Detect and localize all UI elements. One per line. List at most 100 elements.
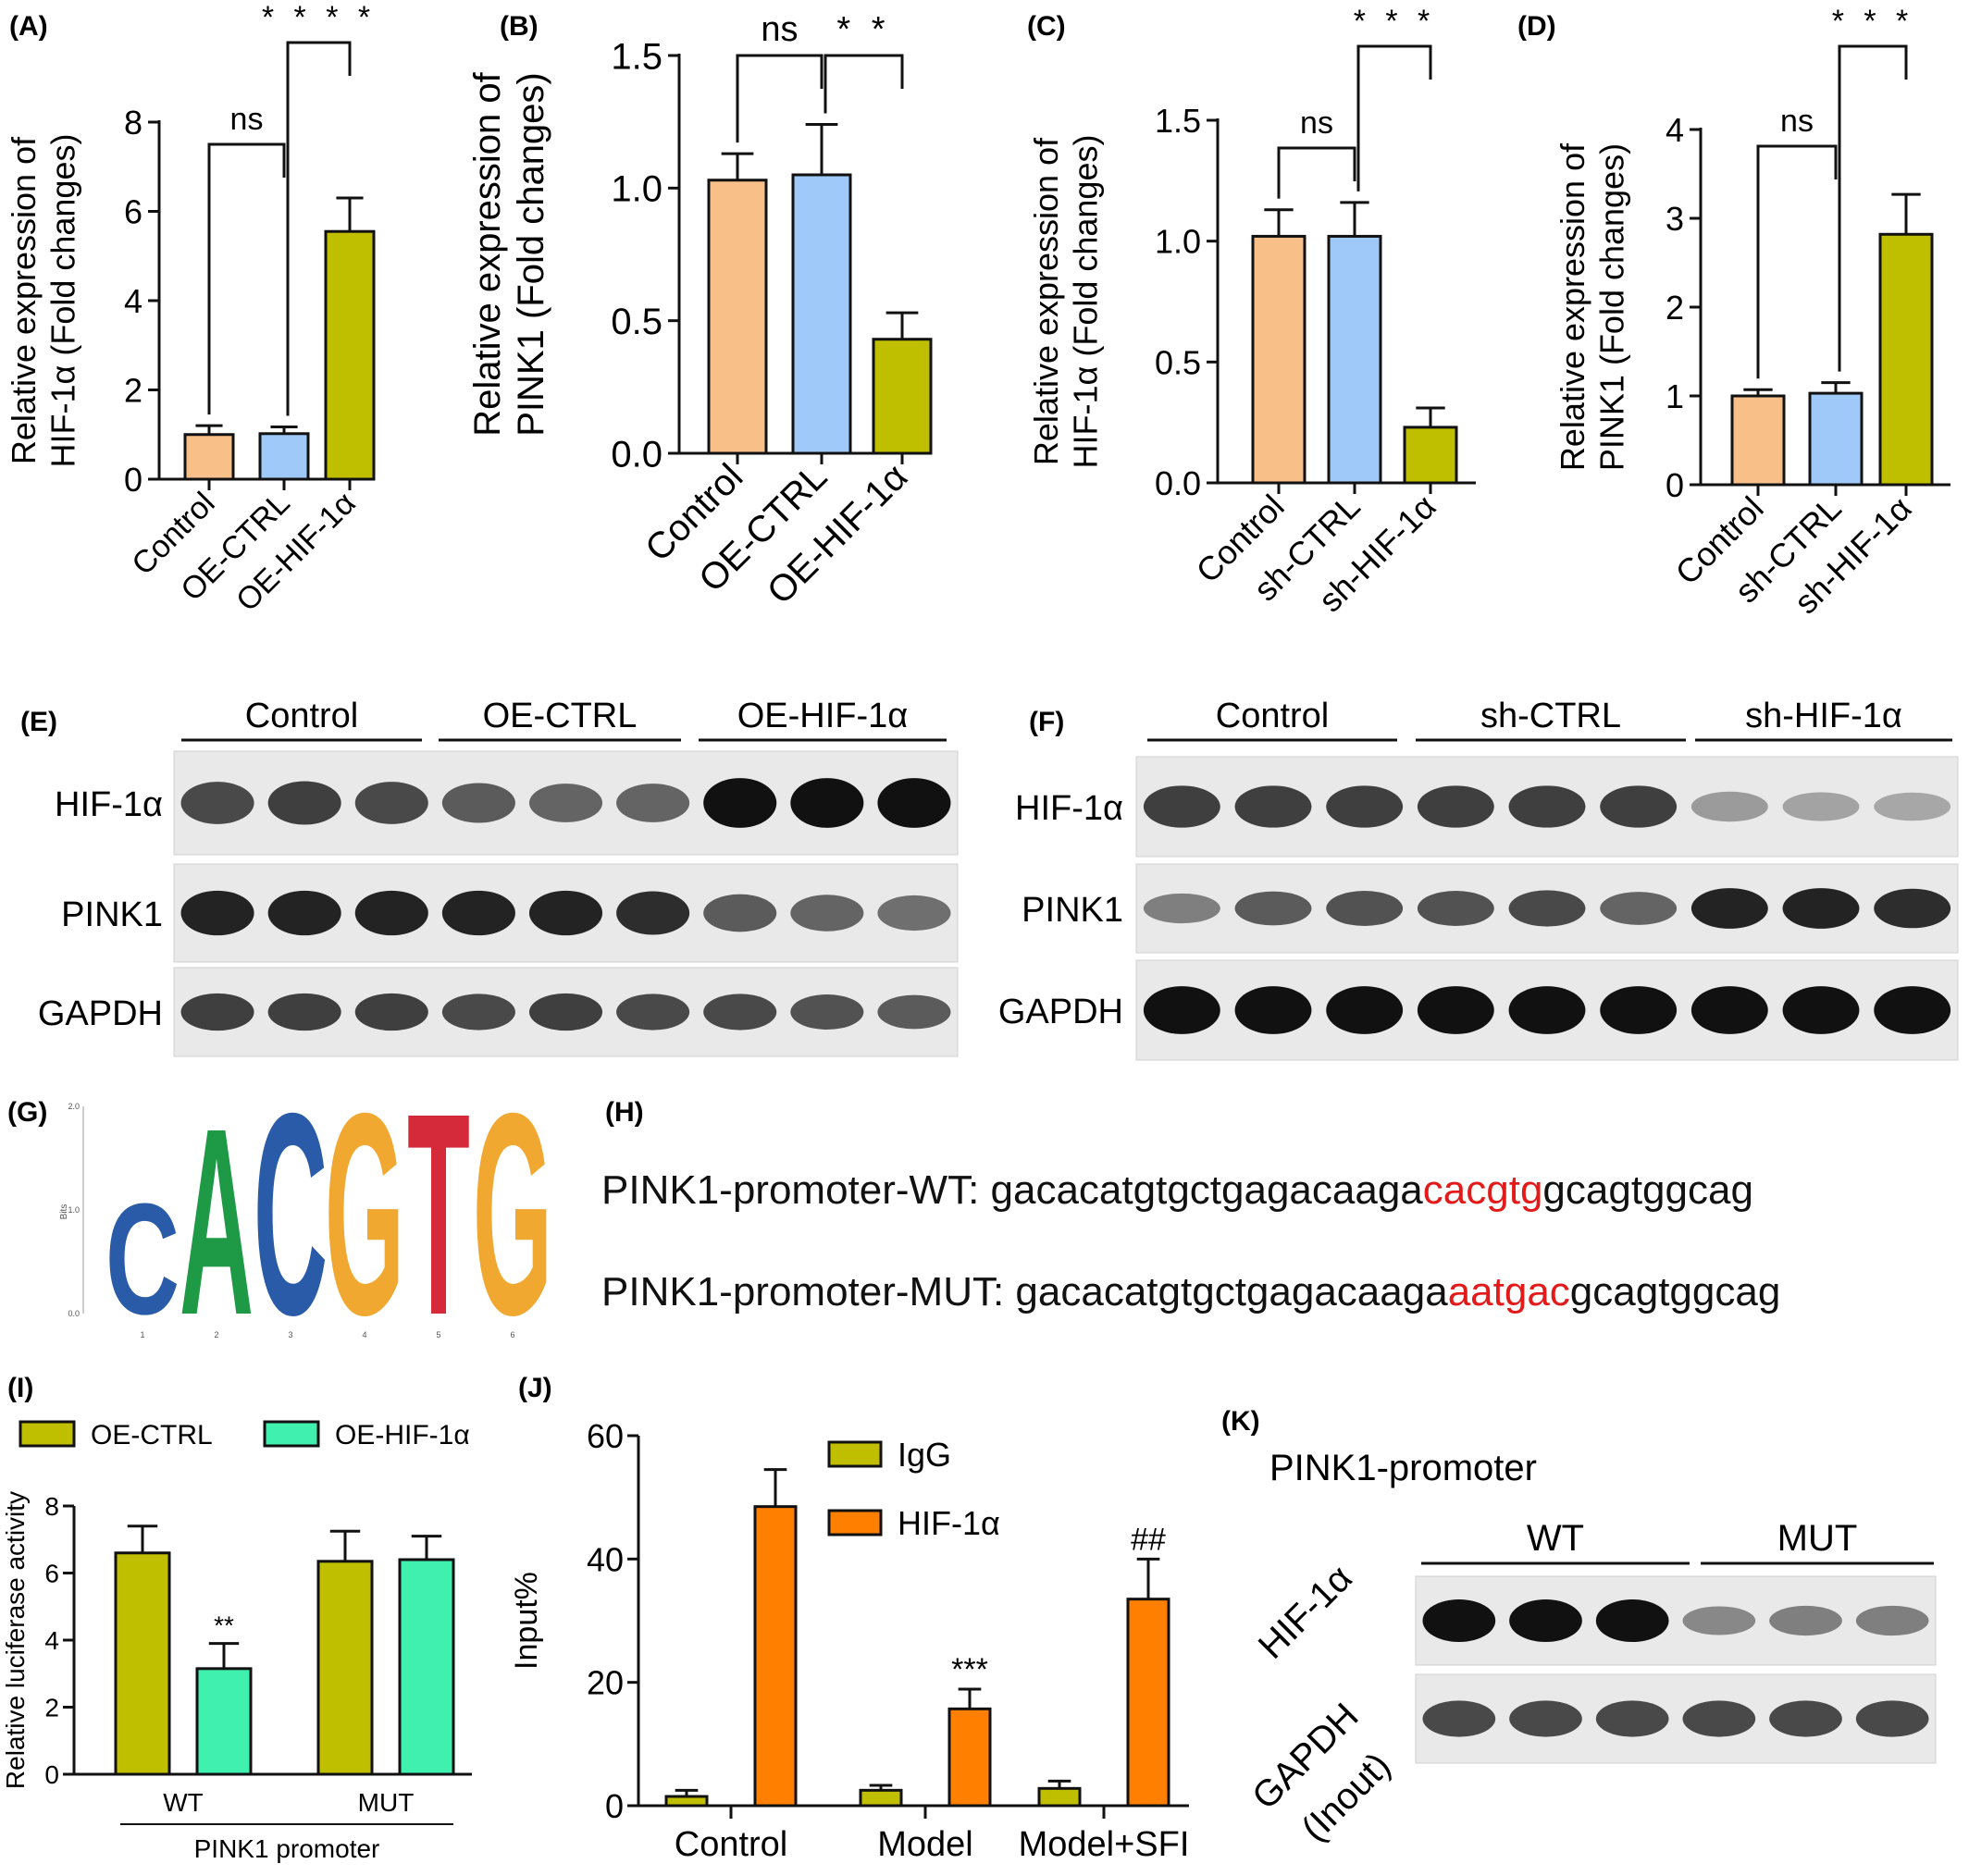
e-band	[877, 778, 951, 828]
motif-x-tick-label: 6	[510, 1330, 514, 1339]
chart-j: Input% 0 20 40 60 Control Model *** Model+SFI ## I…	[509, 1417, 1189, 1864]
motif-x-tick-label: 2	[214, 1330, 218, 1339]
k-band	[1855, 1700, 1929, 1737]
j-y-tick-label: 60	[587, 1417, 624, 1455]
f-band	[1600, 986, 1678, 1034]
panel-label-g: (G)	[7, 1097, 47, 1128]
f-band	[1874, 986, 1951, 1034]
k-band	[1769, 1700, 1842, 1737]
b-y-tick-label: 1.5	[611, 36, 663, 77]
i-x-axis-label: PINK1 promoter	[194, 1834, 380, 1863]
j-y-tick-label: 0	[605, 1787, 624, 1825]
a-significance-bracket	[207, 142, 286, 178]
d-significance-label: ns	[1780, 104, 1814, 139]
e-row-label: HIF-1α	[55, 785, 163, 824]
motif-y-tick-label: 2.0	[68, 1102, 80, 1111]
b-bar	[872, 338, 933, 455]
j-bar	[664, 1795, 709, 1808]
b-significance-bracket	[824, 54, 904, 89]
panel-label-d: (D)	[1517, 11, 1556, 42]
f-band	[1508, 785, 1586, 828]
a-y-tick-label: 4	[124, 282, 142, 320]
a-bar	[324, 229, 376, 481]
i-legend-swatch	[19, 1420, 76, 1448]
c-significance-bracket	[1277, 146, 1356, 181]
k-band	[1682, 1700, 1756, 1737]
f-band	[1600, 892, 1678, 925]
k-band	[1422, 1700, 1496, 1737]
j-category-label: Model	[877, 1825, 973, 1864]
a-bar	[258, 432, 310, 481]
b-significance-label: * *	[836, 10, 890, 49]
e-band	[790, 994, 864, 1031]
f-band	[1690, 791, 1768, 822]
a-y-axis-label: HIF-1α (Fold changes)	[43, 134, 81, 468]
f-band	[1874, 792, 1951, 821]
i-y-tick-label: 2	[44, 1694, 59, 1722]
d-y-axis-label: PINK1 (Fold changes)	[1592, 143, 1630, 471]
motif-x-tick-label: 1	[140, 1330, 144, 1339]
panel-label-f: (F)	[1029, 707, 1064, 737]
panel-label-b: (B)	[500, 11, 539, 42]
k-membrane	[1415, 1575, 1937, 1666]
c-y-tick-label: 1.5	[1155, 102, 1201, 140]
motif-y-axis-label: Bits	[59, 1204, 69, 1220]
e-band	[354, 993, 428, 1031]
c-significance-bracket	[1356, 44, 1432, 80]
sequence-mut: PINK1-promoter-MUT: gacacatgtgctgagacaag…	[601, 1269, 1781, 1314]
e-row-label: PINK1	[61, 895, 163, 934]
c-y-axis-label: HIF-1α (Fold changes)	[1066, 135, 1104, 469]
f-band	[1782, 792, 1860, 821]
e-group-label: Control	[245, 697, 359, 735]
f-row-label: GAPDH	[998, 993, 1123, 1031]
panel-label-a: (A)	[9, 11, 48, 42]
k-group-label: MUT	[1777, 1518, 1858, 1559]
e-row-label: GAPDH	[38, 994, 163, 1033]
f-row-label: HIF-1α	[1015, 789, 1123, 828]
k-band	[1595, 1700, 1669, 1737]
e-band	[267, 993, 341, 1031]
j-legend-swatch	[827, 1440, 883, 1468]
i-legend-swatch	[263, 1420, 320, 1448]
f-band	[1417, 890, 1494, 927]
e-group-label: OE-CTRL	[483, 697, 638, 735]
e-band	[180, 782, 254, 824]
c-y-tick-label: 1.0	[1155, 223, 1201, 261]
f-band	[1143, 986, 1220, 1034]
e-band	[528, 784, 603, 822]
b-y-tick-label: 0.5	[611, 302, 663, 342]
e-band	[790, 778, 864, 828]
j-y-tick-label: 20	[587, 1664, 624, 1702]
f-band	[1782, 986, 1860, 1034]
motif-letter: C	[254, 1055, 328, 1375]
f-band	[1417, 986, 1494, 1034]
e-band	[703, 894, 777, 932]
d-y-axis-label: Relative expression of	[1554, 142, 1591, 471]
f-band	[1508, 890, 1586, 927]
i-category-label: MUT	[358, 1788, 415, 1817]
sequence-wt: PINK1-promoter-WT: gacacatgtgctgagacaaga…	[601, 1167, 1753, 1213]
f-band	[1600, 785, 1678, 828]
f-band	[1874, 888, 1951, 929]
a-y-axis-label: Relative expression of	[5, 136, 43, 464]
j-y-tick-label: 40	[587, 1540, 624, 1578]
c-y-axis-label: Relative expression of	[1027, 137, 1065, 465]
j-data-label: ##	[1131, 1522, 1166, 1557]
western-blot-f: Control sh-CTRL sh-HIF-1α HIF-1α PINK1 GAPDH	[998, 697, 1959, 1061]
binding-site-mut: aatgac	[1447, 1269, 1570, 1314]
d-significance-bracket	[1756, 144, 1838, 179]
i-legend-label: OE-CTRL	[91, 1420, 213, 1450]
motif-letter: G	[325, 1055, 404, 1375]
k-band	[1855, 1605, 1929, 1636]
b-bar	[707, 179, 768, 455]
b-significance-bracket	[736, 54, 824, 89]
f-band	[1143, 893, 1220, 924]
e-band	[703, 778, 777, 828]
f-band	[1326, 890, 1404, 927]
i-data-label: **	[214, 1611, 234, 1640]
e-band	[180, 890, 254, 936]
f-group-label: Control	[1216, 697, 1330, 735]
e-band	[528, 890, 603, 936]
